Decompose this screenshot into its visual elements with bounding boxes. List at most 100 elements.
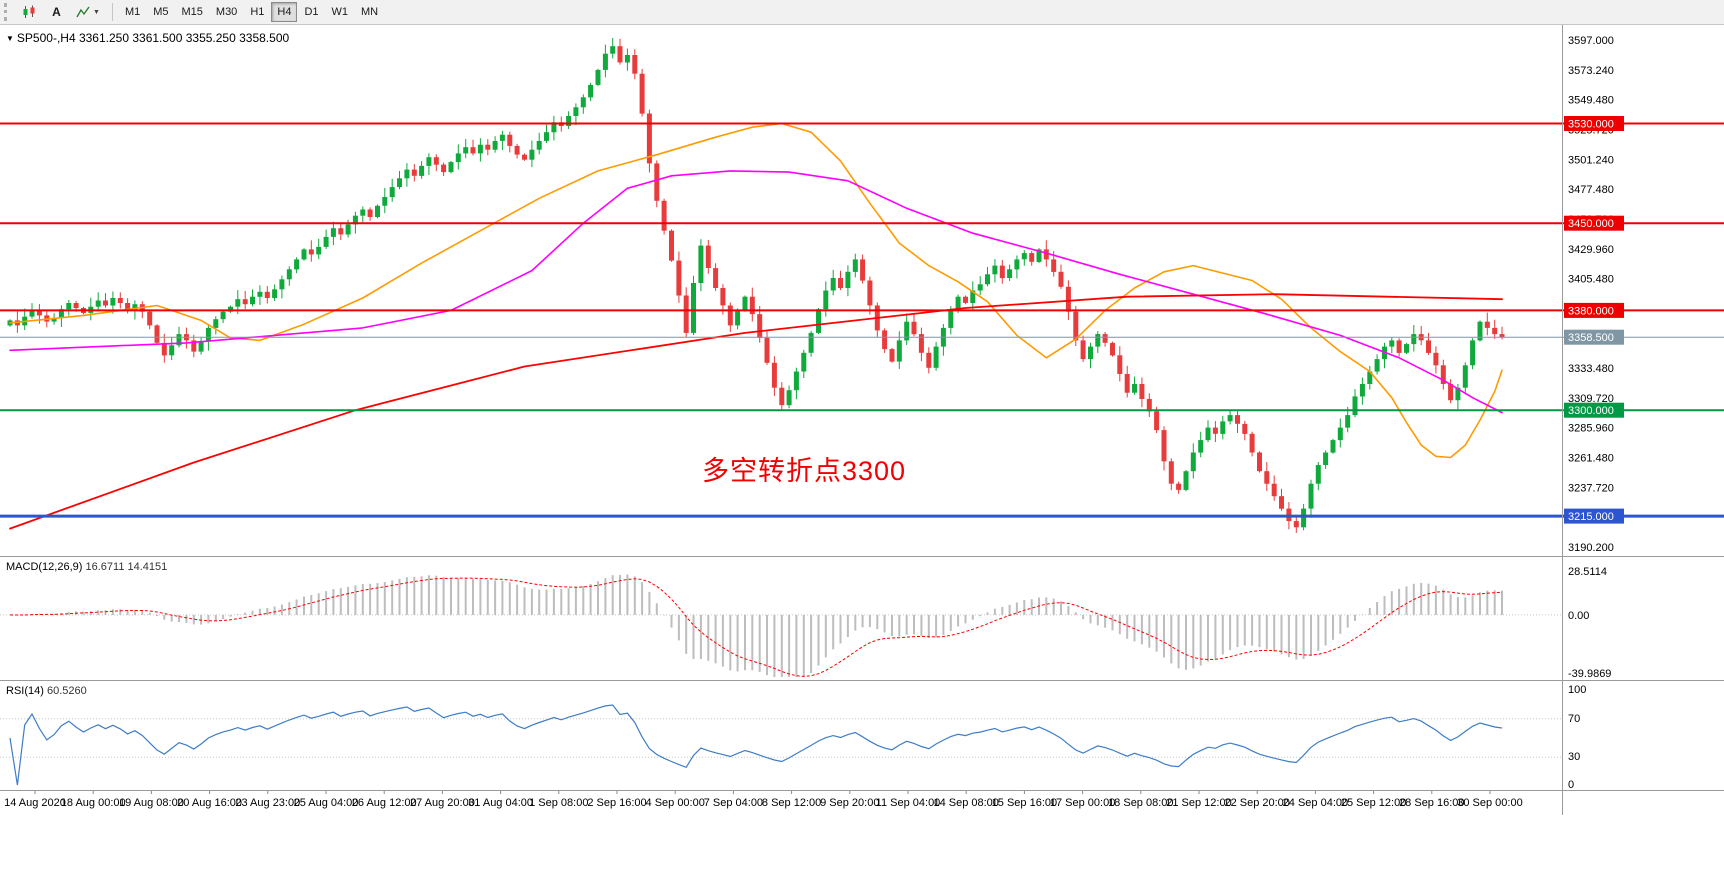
candle-body (1440, 365, 1446, 384)
candle-body (808, 332, 814, 353)
indicators-button[interactable]: ▼ (70, 2, 106, 22)
candle-body (1492, 327, 1498, 335)
rsi-name: RSI(14) (6, 685, 44, 697)
time-axis[interactable]: 14 Aug 2020 18 Aug 00:00 19 Aug 08:00 20 Au… (0, 791, 1724, 815)
candle-body (1014, 259, 1020, 270)
candle-body (220, 311, 226, 320)
svg-text:3300.000: 3300.000 (1568, 405, 1614, 417)
timeframe-button-w1[interactable]: W1 (326, 2, 355, 22)
macd-chart-svg[interactable]: 28.5114 0.00 -39.9869 (0, 557, 1724, 680)
time-axis-label: 17 Sep 00:00 (1050, 797, 1115, 809)
candle-body (228, 306, 233, 312)
macd-label: MACD(12,26,9) 16.6711 14.4151 (6, 561, 167, 573)
price-badge-3380.000: 3380.000 (1564, 302, 1624, 318)
timeframe-button-mn[interactable]: MN (355, 2, 384, 22)
candle-body (669, 230, 674, 261)
timeframe-button-m1[interactable]: M1 (119, 2, 146, 22)
candle-body (852, 259, 858, 272)
candle-body (36, 310, 42, 316)
candle-body (1168, 461, 1174, 484)
candle-body (250, 296, 255, 305)
time-axis-label: 11 Sep 04:00 (876, 797, 941, 809)
candle-body (264, 291, 270, 298)
rsi-pane[interactable]: 100 70 30 0 RSI(14) 60.5260 (0, 681, 1724, 791)
candle-body (948, 309, 954, 328)
price-pane[interactable]: 3597.0003573.2403549.4803525.7203501.240… (0, 25, 1724, 557)
time-axis-label: 7 Sep 04:00 (704, 797, 763, 809)
candle-body (860, 259, 866, 281)
candle-body (1257, 452, 1262, 472)
candle-body (1279, 496, 1284, 509)
candle-body (999, 265, 1005, 279)
top-toolbar: A ▼ M1 M5 M15 M30 H1 H4 D1 W1 MN (0, 0, 1724, 25)
candle-body (308, 249, 314, 255)
macd-axis-label: 28.5114 (1568, 566, 1607, 578)
candle-body (1051, 259, 1057, 272)
candle-body (1029, 253, 1035, 262)
svg-text:3530.000: 3530.000 (1568, 119, 1614, 131)
time-axis-label: 14 Sep 08:00 (933, 797, 998, 809)
symbol-ohlc-text: SP500-,H4 3361.250 3361.500 3355.250 335… (16, 31, 290, 45)
candle-body (1220, 421, 1226, 434)
candle-body (830, 278, 836, 291)
candle-body (301, 249, 307, 260)
price-badge-3530.000: 3530.000 (1564, 116, 1624, 131)
charts-bar-button[interactable] (16, 2, 43, 22)
candle-body (720, 288, 726, 306)
timeframe-button-m15[interactable]: M15 (176, 2, 209, 22)
price-tick-label: 3261.480 (1568, 453, 1614, 465)
candle-body (1190, 452, 1196, 472)
macd-axis-label: 0.00 (1568, 610, 1589, 622)
rsi-chart-svg[interactable]: 100 70 30 0 (0, 681, 1724, 790)
candle-body (507, 134, 513, 146)
candle-body (654, 163, 660, 201)
chart-annotation-text[interactable]: 多空转折点3300 (702, 456, 907, 486)
time-axis-label: 14 Aug 2020 (4, 797, 66, 809)
candle-body (1146, 398, 1152, 412)
candle-body (338, 228, 344, 235)
candle-body (661, 200, 667, 231)
chevron-down-icon: ▼ (93, 8, 100, 16)
candle-body (29, 310, 35, 317)
candle-body (411, 169, 417, 176)
timeframe-button-h4[interactable]: H4 (271, 2, 298, 22)
candle-body (970, 290, 976, 303)
macd-histogram (16, 574, 1503, 677)
candle-body (1021, 253, 1027, 260)
price-tick-label: 3333.480 (1568, 363, 1614, 375)
candle-body (73, 303, 79, 308)
candle-body (1271, 483, 1277, 497)
candle-body (1242, 423, 1248, 434)
candle-body (1132, 384, 1137, 393)
timeframe-button-m5[interactable]: M5 (147, 2, 174, 22)
candle-body (735, 310, 741, 326)
candle-body (485, 144, 491, 150)
timeframe-button-h1[interactable]: H1 (244, 2, 270, 22)
candle-body (205, 327, 211, 342)
candle-body (1499, 334, 1505, 338)
price-axis-ticks[interactable]: 3597.0003573.2403549.4803525.7203501.240… (1568, 35, 1614, 554)
symbol-info: ▼ SP500-,H4 3361.250 3361.500 3355.250 33… (6, 31, 289, 45)
candle-body (602, 53, 608, 70)
timeframe-button-m30[interactable]: M30 (210, 2, 243, 22)
candle-body (499, 134, 505, 141)
candle-body (117, 298, 123, 303)
time-axis-label: 25 Aug 04:00 (294, 797, 359, 809)
time-axis-label: 9 Sep 20:00 (820, 797, 879, 809)
price-chart-svg[interactable]: 3597.0003573.2403549.4803525.7203501.240… (0, 25, 1724, 556)
toolbar-separator (111, 3, 113, 21)
ma-line-mid (9, 170, 1503, 414)
toolbar-drag-handle[interactable] (4, 3, 10, 21)
timeframe-button-d1[interactable]: D1 (298, 2, 324, 22)
candle-body (1308, 483, 1314, 509)
candle-body (419, 165, 425, 176)
price-badge-3215.000: 3215.000 (1564, 508, 1624, 524)
text-tool-button[interactable]: A (45, 2, 68, 22)
collapse-triangle-icon[interactable]: ▼ (6, 34, 14, 43)
candle-body (492, 141, 498, 150)
candle-body (147, 311, 153, 326)
candle-body (352, 215, 358, 225)
macd-pane[interactable]: 28.5114 0.00 -39.9869 MACD(12,26,9) 16.671… (0, 557, 1724, 681)
